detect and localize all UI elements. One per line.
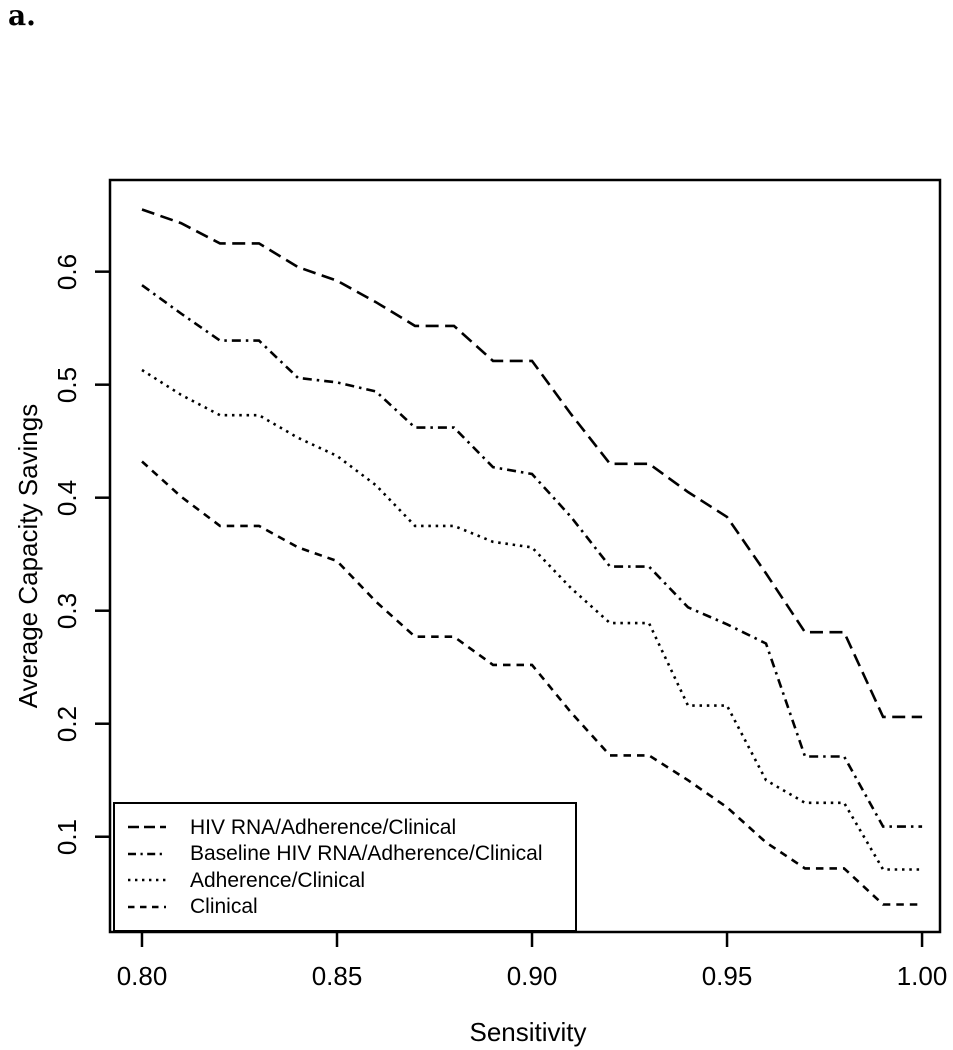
legend-key-dotted-line xyxy=(128,879,166,882)
legend-label: Adherence/Clinical xyxy=(190,868,366,892)
panel-label: a. xyxy=(8,0,36,32)
legend-item: Baseline HIV RNA/Adherence/Clinical xyxy=(115,841,575,868)
x-tick-label: 1.00 xyxy=(896,961,948,991)
y-tick-label: 0.3 xyxy=(52,592,82,629)
series-line-1 xyxy=(141,208,923,719)
x-tick-label: 0.80 xyxy=(116,961,168,991)
series-line-4 xyxy=(141,460,923,906)
legend-item: HIV RNA/Adherence/Clinical xyxy=(115,814,575,841)
y-tick-label: 0.4 xyxy=(52,479,82,516)
y-axis-title: Average Capacity Savings xyxy=(13,403,43,709)
series-line-3 xyxy=(141,368,923,871)
legend-label: HIV RNA/Adherence/Clinical xyxy=(190,815,457,839)
series-line-2 xyxy=(141,284,923,828)
legend-box: HIV RNA/Adherence/Clinical Baseline HIV … xyxy=(113,802,577,932)
y-tick-label: 0.5 xyxy=(52,366,82,403)
x-axis-title: Sensitivity xyxy=(469,1017,587,1047)
legend-key-dotdash-line xyxy=(128,852,166,855)
y-tick-label: 0.6 xyxy=(52,253,82,290)
plot-box xyxy=(108,178,942,934)
x-tick-label: 0.85 xyxy=(311,961,363,991)
legend-key-longdash-line xyxy=(128,826,166,829)
legend-item: Clinical xyxy=(115,894,575,921)
y-tick-label: 0.1 xyxy=(52,818,82,855)
x-tick-label: 0.95 xyxy=(701,961,753,991)
y-tick-label: 0.2 xyxy=(52,705,82,742)
legend-key-dashed-line xyxy=(128,905,166,908)
legend-item: Adherence/Clinical xyxy=(115,867,575,894)
x-tick-label: 0.90 xyxy=(506,961,558,991)
legend-label: Baseline HIV RNA/Adherence/Clinical xyxy=(190,842,543,866)
legend-label: Clinical xyxy=(190,895,258,919)
